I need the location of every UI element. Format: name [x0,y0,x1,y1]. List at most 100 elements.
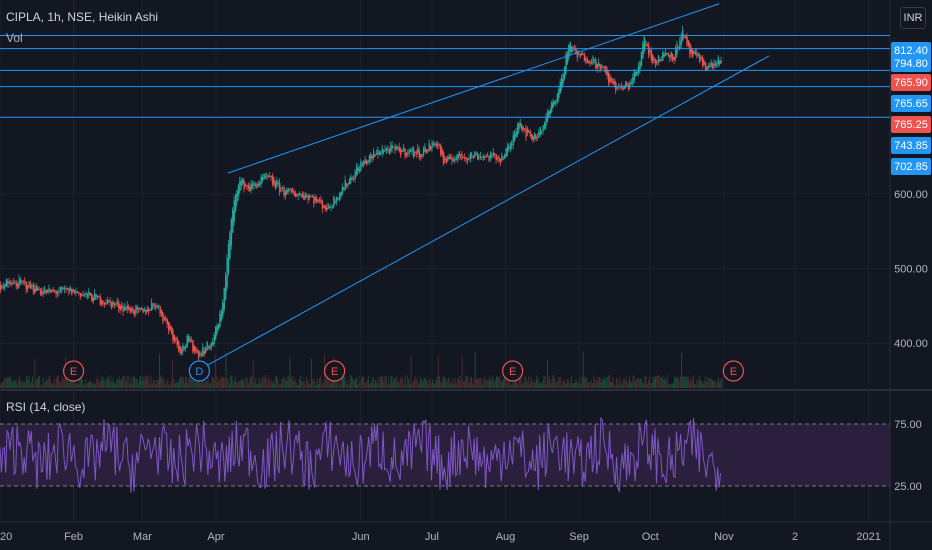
volume-bar [620,381,622,388]
volume-bar [157,379,159,388]
volume-bar [493,381,495,388]
volume-bar [687,376,689,388]
volume-bar [334,377,336,388]
volume-bar [240,378,242,388]
candle-body [232,210,234,233]
candle-body [18,278,20,287]
volume-bar [183,383,185,388]
candle-body [142,309,144,313]
price-level-label: 743.85 [894,140,928,152]
candle-body [458,151,460,157]
volume-bar [567,379,569,388]
volume-bar [135,379,137,388]
candle-body [511,144,513,146]
candle-body [477,154,479,160]
volume-bar [111,381,113,388]
volume-bar [384,375,386,388]
volume-bar [262,376,264,388]
candle-body [586,59,589,64]
volume-bar [434,384,436,388]
candle-body [495,154,497,160]
volume-bar [40,384,42,388]
candle-body [531,133,533,140]
volume-bar [5,377,7,388]
volume-bar [426,379,428,388]
volume-bar [161,376,163,388]
candle-body [556,93,559,103]
candle-body [421,154,423,156]
candle-body [158,305,160,307]
candle-body [561,78,563,88]
currency-button[interactable]: INR [900,7,926,29]
volume-bar [435,379,437,388]
candle-body [672,54,674,61]
volume-bar [51,382,53,388]
candle-body [485,156,487,158]
volume-bar [626,381,628,388]
candle-body [546,112,549,122]
candle-body [299,193,301,195]
candle-body [407,153,409,155]
volume-bar [237,381,239,388]
volume-bar [321,383,323,388]
volume-bar [53,377,55,388]
volume-bar [217,381,219,388]
candle-body [45,290,47,294]
candle-body [176,338,178,345]
volume-bar [549,378,551,388]
candle-body [202,347,204,356]
volume-bar [689,381,691,388]
volume-bar [669,383,671,388]
volume-bar [365,382,367,388]
volume-bar [173,378,175,388]
candle-body [303,195,305,200]
volume-bar [356,377,357,388]
earnings-marker [502,360,524,382]
volume-bar [345,381,347,388]
candle-body [115,303,117,305]
volume-bar [35,378,37,388]
volume-bar [249,378,251,388]
volume-bar [663,379,665,388]
volume-bar [312,379,314,388]
candle-body [236,190,238,203]
volume-bar [662,375,664,388]
volume-bar [280,383,282,388]
candle-body [370,153,372,159]
candle-body [116,301,119,305]
candle-body [434,142,436,145]
candle-body [448,155,450,159]
volume-bar [188,376,190,388]
candle-body [595,59,597,68]
volume-bar [593,375,595,388]
volume-bar [504,375,506,388]
volume-bar [606,377,608,388]
volume-bar [448,377,450,388]
volume-bar [531,380,533,388]
candle-body [98,296,100,298]
volume-bar [640,378,642,388]
candle-body [25,281,28,290]
candle-body [253,182,255,186]
volume-bar [92,383,94,388]
volume-bar [244,384,246,388]
volume-bar [412,381,414,388]
volume-bar [105,380,107,388]
candle-body [449,157,452,159]
volume-bar [582,351,584,388]
volume-bar [328,381,330,388]
volume-bar [81,378,83,388]
volume-bar [645,376,647,388]
volume-bar [72,379,74,388]
candle-body [380,153,382,155]
candle-body [199,353,201,355]
candle-body [457,154,459,159]
candle-body [133,311,136,315]
candle-body [599,64,601,72]
candle-body [185,345,187,348]
volume-bar [218,377,220,388]
candle-body [146,308,149,312]
candle-body [150,302,153,310]
candle-body [384,149,386,152]
